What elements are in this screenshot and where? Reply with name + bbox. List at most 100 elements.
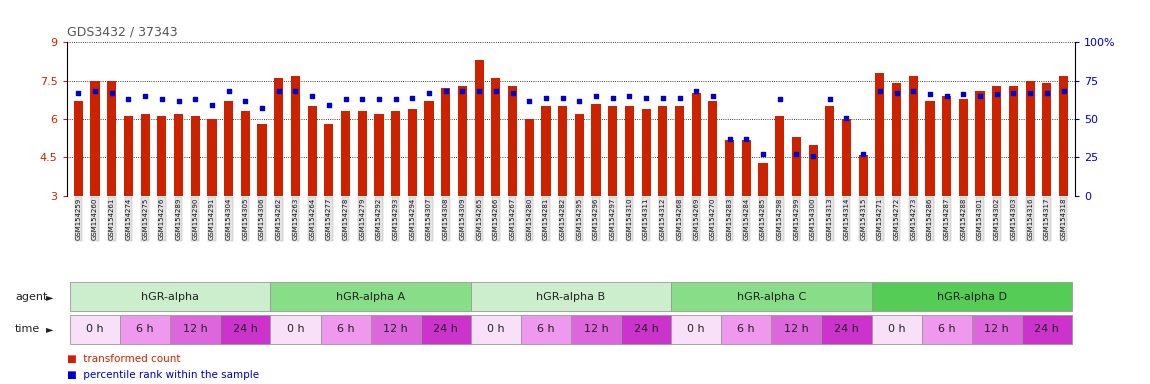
Text: GSM154266: GSM154266 bbox=[493, 197, 499, 240]
Text: 12 h: 12 h bbox=[784, 324, 808, 334]
Text: GSM154308: GSM154308 bbox=[443, 197, 448, 240]
Bar bbox=[221, 314, 270, 344]
Bar bbox=[859, 155, 868, 196]
Point bbox=[854, 151, 873, 157]
Bar bbox=[120, 314, 170, 344]
Point bbox=[69, 90, 87, 96]
Bar bbox=[675, 106, 684, 196]
Text: ■  transformed count: ■ transformed count bbox=[67, 354, 181, 364]
Point bbox=[737, 136, 756, 142]
Bar bbox=[291, 76, 300, 196]
Text: ►: ► bbox=[46, 291, 54, 302]
Bar bbox=[470, 282, 672, 311]
Point bbox=[553, 94, 572, 101]
Text: GSM154260: GSM154260 bbox=[92, 197, 98, 240]
Point bbox=[404, 94, 422, 101]
Text: 0 h: 0 h bbox=[688, 324, 705, 334]
Point bbox=[804, 153, 822, 159]
Text: GSM154283: GSM154283 bbox=[727, 197, 733, 240]
Text: GSM154289: GSM154289 bbox=[176, 197, 182, 240]
Text: GSM154271: GSM154271 bbox=[877, 197, 883, 240]
Bar bbox=[908, 76, 918, 196]
Bar bbox=[270, 314, 321, 344]
Bar bbox=[270, 282, 470, 311]
Point bbox=[770, 96, 789, 102]
Text: 24 h: 24 h bbox=[634, 324, 659, 334]
Text: GSM154316: GSM154316 bbox=[1027, 197, 1033, 240]
Text: GSM154291: GSM154291 bbox=[209, 197, 215, 240]
Bar bbox=[158, 116, 167, 196]
Point bbox=[720, 136, 738, 142]
Bar bbox=[992, 86, 1002, 196]
Point bbox=[437, 88, 455, 94]
Text: GSM154311: GSM154311 bbox=[643, 197, 649, 240]
Bar bbox=[508, 86, 518, 196]
Text: GSM154278: GSM154278 bbox=[343, 197, 348, 240]
Bar bbox=[842, 119, 851, 196]
Point bbox=[520, 98, 538, 104]
Point bbox=[153, 96, 171, 102]
Text: 6 h: 6 h bbox=[737, 324, 756, 334]
Bar bbox=[107, 81, 116, 196]
Bar bbox=[70, 314, 120, 344]
Text: 12 h: 12 h bbox=[383, 324, 408, 334]
Bar bbox=[721, 314, 772, 344]
Bar bbox=[608, 106, 618, 196]
Text: GSM154295: GSM154295 bbox=[576, 197, 582, 240]
Text: 12 h: 12 h bbox=[183, 324, 208, 334]
Text: 0 h: 0 h bbox=[86, 324, 104, 334]
Point bbox=[353, 96, 371, 102]
Point bbox=[620, 93, 638, 99]
Bar bbox=[821, 314, 872, 344]
Text: 12 h: 12 h bbox=[584, 324, 608, 334]
Bar bbox=[174, 114, 183, 196]
Text: GSM154262: GSM154262 bbox=[276, 197, 282, 240]
Bar bbox=[324, 124, 333, 196]
Point bbox=[1037, 90, 1056, 96]
Point bbox=[120, 96, 138, 102]
Text: GSM154276: GSM154276 bbox=[159, 197, 164, 240]
Text: GSM154277: GSM154277 bbox=[325, 197, 332, 240]
Bar bbox=[224, 101, 233, 196]
Point bbox=[370, 96, 389, 102]
Bar bbox=[570, 314, 621, 344]
Text: GSM154281: GSM154281 bbox=[543, 197, 549, 240]
Point bbox=[1004, 90, 1022, 96]
Text: GSM154315: GSM154315 bbox=[860, 197, 866, 240]
Bar bbox=[408, 109, 417, 196]
Point bbox=[670, 94, 689, 101]
Point bbox=[1021, 90, 1040, 96]
Text: GSM154294: GSM154294 bbox=[409, 197, 415, 240]
Bar bbox=[691, 93, 700, 196]
Bar bbox=[191, 116, 200, 196]
Bar bbox=[1042, 83, 1051, 196]
Bar bbox=[875, 73, 884, 196]
Text: GSM154293: GSM154293 bbox=[392, 197, 399, 240]
Bar bbox=[672, 314, 721, 344]
Text: GSM154267: GSM154267 bbox=[509, 197, 515, 240]
Bar bbox=[1059, 76, 1068, 196]
Point bbox=[470, 88, 489, 94]
Bar bbox=[672, 282, 872, 311]
Point bbox=[687, 88, 705, 94]
Text: GSM154310: GSM154310 bbox=[627, 197, 632, 240]
Text: 6 h: 6 h bbox=[337, 324, 354, 334]
Point bbox=[302, 93, 321, 99]
Point bbox=[486, 88, 505, 94]
Text: 0 h: 0 h bbox=[286, 324, 305, 334]
Bar bbox=[70, 282, 270, 311]
Bar bbox=[442, 88, 451, 196]
Bar bbox=[1022, 314, 1072, 344]
Text: 24 h: 24 h bbox=[434, 324, 458, 334]
Text: 6 h: 6 h bbox=[938, 324, 956, 334]
Bar bbox=[826, 106, 835, 196]
Bar bbox=[972, 314, 1022, 344]
Bar bbox=[521, 314, 570, 344]
Text: 24 h: 24 h bbox=[1035, 324, 1059, 334]
Point bbox=[988, 91, 1006, 98]
Bar bbox=[926, 101, 935, 196]
Bar bbox=[74, 101, 83, 196]
Text: 0 h: 0 h bbox=[486, 324, 505, 334]
Bar bbox=[240, 111, 250, 196]
Text: GSM154280: GSM154280 bbox=[527, 197, 532, 240]
